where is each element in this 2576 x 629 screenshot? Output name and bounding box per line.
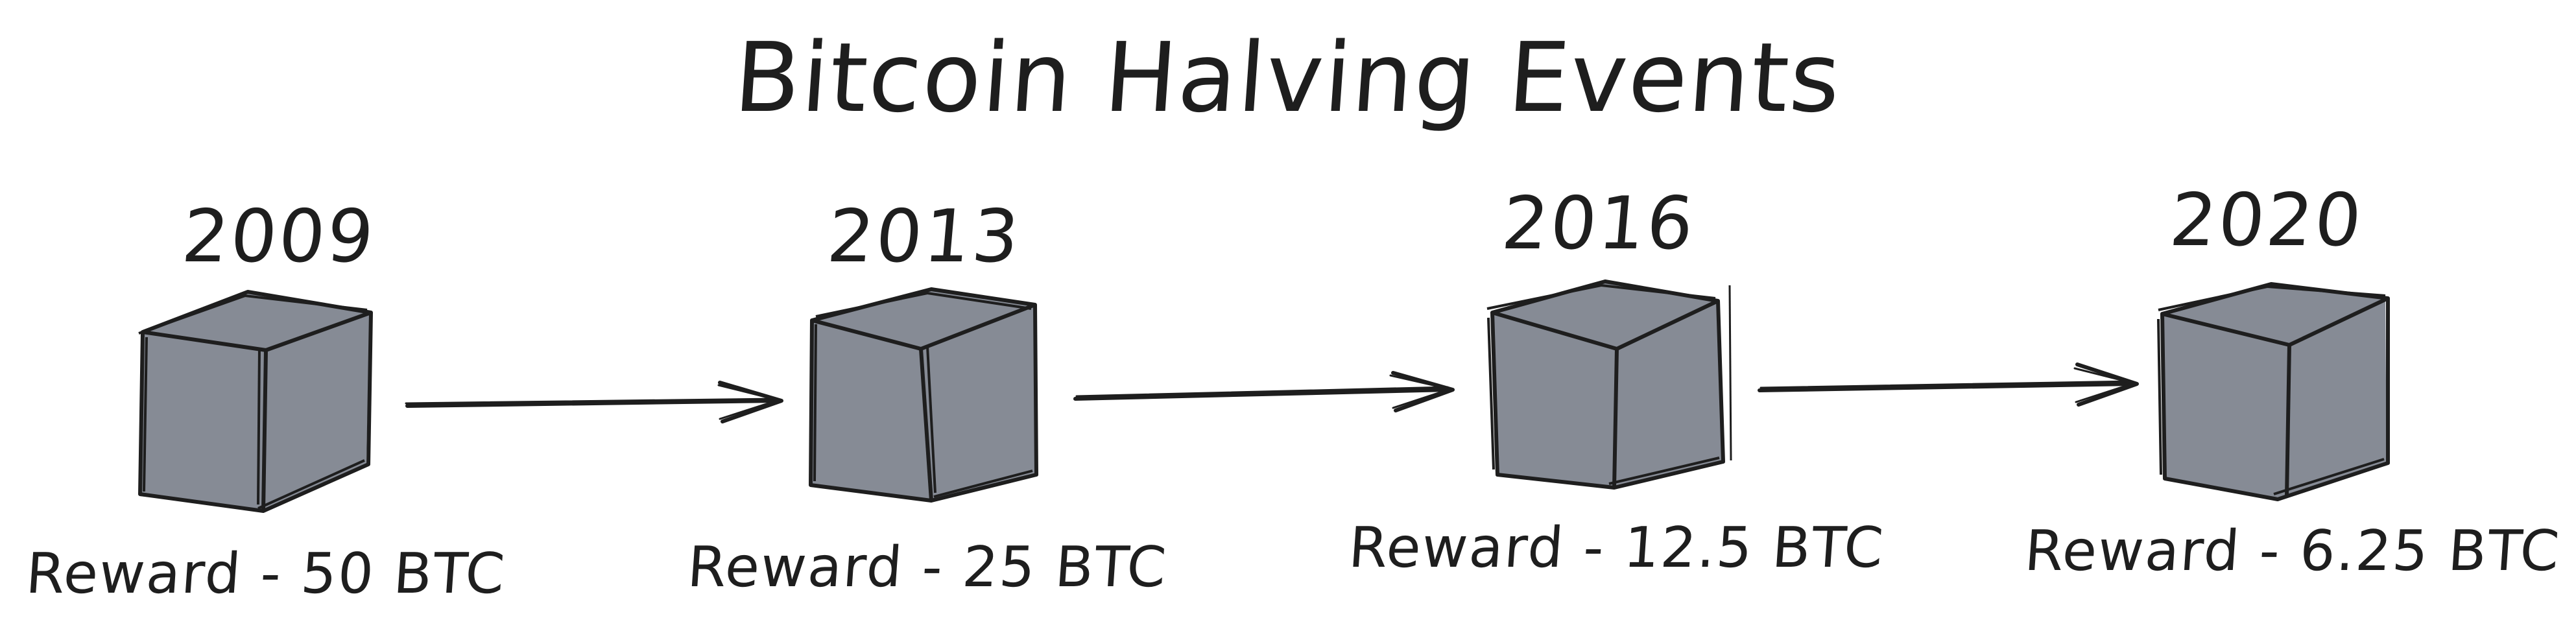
arrow-1 bbox=[405, 381, 783, 423]
event-reward-2020: Reward - 6.25 BTC bbox=[2022, 519, 2563, 584]
event-year-2020: 2020 bbox=[2166, 178, 2367, 263]
event-year-2009: 2009 bbox=[178, 195, 379, 279]
event-reward-2009: Reward - 50 BTC bbox=[23, 541, 508, 606]
event-year-2016: 2016 bbox=[1498, 182, 1699, 266]
arrow-3 bbox=[1758, 362, 2139, 407]
event-reward-2013: Reward - 25 BTC bbox=[685, 535, 1170, 600]
diagram-title: Bitcoin Halving Events bbox=[730, 22, 1846, 134]
block-icon-2013 bbox=[809, 287, 1038, 503]
block-icon-2016 bbox=[1486, 279, 1732, 490]
block-icon-2009 bbox=[138, 290, 373, 513]
event-reward-2016: Reward - 12.5 BTC bbox=[1346, 516, 1887, 580]
event-year-2013: 2013 bbox=[824, 195, 1025, 279]
block-icon-2020 bbox=[2157, 282, 2390, 501]
arrow-2 bbox=[1073, 371, 1455, 412]
